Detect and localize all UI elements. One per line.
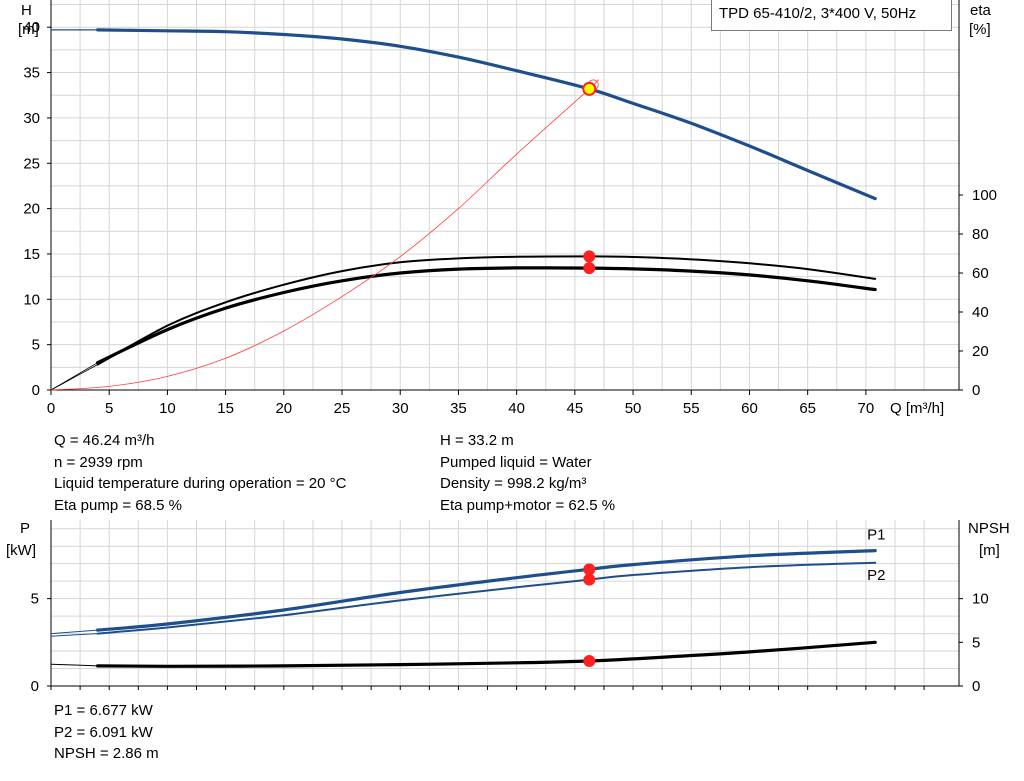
series-eta-pump-motor — [96, 266, 877, 365]
x-tick-label: 55 — [683, 400, 700, 417]
x-tick-label: 25 — [334, 400, 351, 417]
info-speed: n = 2939 rpm — [54, 453, 143, 471]
info-flow: Q = 46.24 m³/h — [54, 432, 155, 449]
x-tick-label: 30 — [392, 400, 409, 417]
duty-point-marker — [582, 81, 597, 96]
x-tick-label: 40 — [508, 400, 525, 417]
y2-axis-unit: [%] — [969, 21, 991, 38]
x-tick-label: 60 — [741, 400, 758, 417]
series — [50, 28, 877, 668]
y2-tick-label: 20 — [972, 343, 989, 360]
y-axis-title: H — [21, 2, 32, 19]
x-tick-label: 5 — [105, 400, 113, 417]
x-tick-label: 0 — [47, 400, 55, 417]
y2-tick-label: 80 — [972, 226, 989, 243]
info-eta-pump-motor: Eta pump+motor = 62.5 % — [440, 496, 616, 514]
series-eta-pump — [96, 255, 877, 366]
chart-title: TPD 65-410/2, 3*400 V, 50Hz — [711, 0, 952, 31]
series-p1-extension — [50, 629, 98, 635]
y2-tick-label: 5 — [972, 634, 980, 651]
label-p1: P1 — [867, 527, 885, 544]
info-head: H = 33.2 m — [440, 432, 514, 449]
y-axis-unit: [m] — [18, 21, 39, 38]
series-p2-extension — [50, 633, 98, 637]
x-tick-label: 50 — [625, 400, 642, 417]
p-axis-title: P — [20, 520, 30, 537]
series-npsh — [96, 640, 877, 668]
y-tick-label: 30 — [23, 110, 40, 127]
y2-tick-label: 40 — [972, 304, 989, 321]
info-npsh: NPSH = 2.86 m — [54, 745, 159, 762]
y2-tick-label: 10 — [972, 591, 989, 608]
y2-tick-label: 0 — [972, 382, 980, 399]
series-npsh-extension — [50, 663, 98, 667]
info-pumped-liquid: Pumped liquid = Water — [440, 453, 592, 471]
x-tick-label: 35 — [450, 400, 467, 417]
axes — [47, 0, 963, 690]
y-tick-label: 25 — [23, 155, 40, 172]
y-tick-label: 5 — [32, 337, 40, 354]
grid — [50, 0, 959, 687]
info-left: Q = 46.24 m³/h n = 2939 rpm Liquid tempe… — [54, 430, 346, 516]
label-p2: P2 — [867, 567, 885, 584]
series-system-curve — [50, 79, 599, 391]
point-p1 — [583, 563, 596, 576]
info-bottom: P1 = 6.677 kW P2 = 6.091 kW NPSH = 2.86 … — [54, 700, 159, 765]
x-tick-label: 10 — [159, 400, 176, 417]
y-tick-label: 0 — [31, 678, 39, 695]
point-p2 — [583, 573, 596, 586]
y-tick-label: 20 — [23, 201, 40, 218]
info-eta-pump: Eta pump = 68.5 % — [54, 496, 182, 514]
x-tick-label: 45 — [567, 400, 584, 417]
y2-axis-title: eta — [970, 2, 992, 19]
series-p2 — [96, 561, 877, 635]
info-p1: P1 = 6.677 kW — [54, 702, 153, 719]
y2-tick-label: 60 — [972, 265, 989, 282]
x-tick-label: 15 — [217, 400, 234, 417]
npsh-axis-title: NPSH — [968, 520, 1010, 537]
info-liquid-temperature: Liquid temperature during operation = 20… — [54, 475, 347, 492]
info-p2: P2 = 6.091 kW — [54, 723, 153, 741]
point-eta-pump — [583, 250, 596, 263]
info-density: Density = 998.2 kg/m³ — [440, 475, 587, 492]
y-tick-label: 35 — [23, 65, 40, 82]
series-p1 — [96, 549, 877, 632]
axis-labels: 0 5 10 15 20 25 30 35 40 45 50 55 60 65 70 Q [m³/h]0510… — [6, 2, 1010, 695]
operating-points — [582, 79, 599, 668]
x-tick-label: 65 — [799, 400, 816, 417]
y-tick-label: 40 — [23, 19, 40, 36]
x-tick-label: 20 — [275, 400, 292, 417]
y-tick-label: 5 — [31, 591, 39, 608]
x-tick-label: 70 — [858, 400, 875, 417]
y2-tick-label: 0 — [972, 678, 980, 695]
y-tick-label: 10 — [23, 291, 40, 308]
point-npsh — [583, 655, 596, 668]
npsh-axis-unit: [m] — [979, 542, 1000, 559]
y-tick-label: 15 — [23, 246, 40, 263]
x-axis-label: Q [m³/h] — [890, 400, 944, 417]
y2-tick-label: 100 — [972, 187, 997, 204]
series-h — [96, 28, 877, 201]
point-eta-pump-motor — [583, 262, 596, 275]
p-axis-unit: [kW] — [6, 542, 36, 559]
info-right: H = 33.2 m Pumped liquid = Water Density… — [440, 430, 615, 516]
y-tick-label: 0 — [32, 382, 40, 399]
series-eta-pump-motor-extension — [50, 362, 98, 391]
